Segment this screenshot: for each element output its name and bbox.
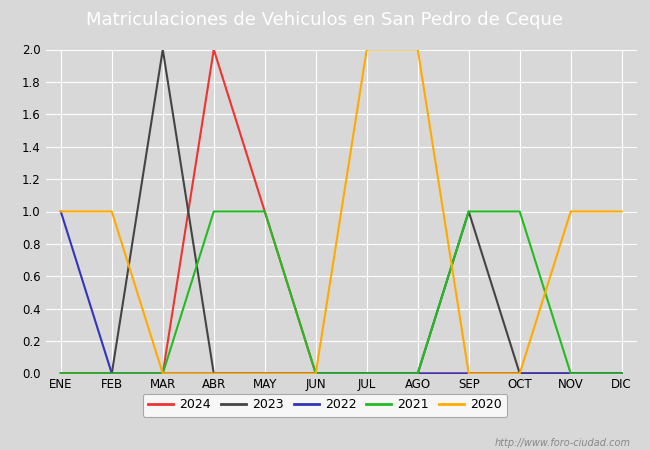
2020 bbox=[414, 47, 422, 52]
Text: http://www.foro-ciudad.com: http://www.foro-ciudad.com bbox=[495, 438, 630, 448]
2023 bbox=[516, 371, 524, 376]
2023 bbox=[108, 371, 116, 376]
2021 bbox=[618, 371, 625, 376]
2023 bbox=[312, 371, 320, 376]
2023 bbox=[567, 371, 575, 376]
2021 bbox=[57, 371, 65, 376]
2024 bbox=[57, 371, 65, 376]
2022 bbox=[159, 371, 166, 376]
2021 bbox=[108, 371, 116, 376]
2021 bbox=[159, 371, 166, 376]
Line: 2021: 2021 bbox=[61, 212, 621, 374]
2020 bbox=[618, 209, 625, 214]
2020 bbox=[57, 209, 65, 214]
2021 bbox=[363, 371, 370, 376]
2022 bbox=[465, 371, 473, 376]
2020 bbox=[516, 371, 524, 376]
2022 bbox=[618, 371, 625, 376]
2021 bbox=[567, 371, 575, 376]
2024 bbox=[618, 371, 625, 376]
2022 bbox=[261, 371, 268, 376]
2023 bbox=[57, 371, 65, 376]
Line: 2022: 2022 bbox=[61, 212, 621, 374]
2024 bbox=[210, 47, 218, 52]
2023 bbox=[210, 371, 218, 376]
2024 bbox=[516, 371, 524, 376]
2020 bbox=[159, 371, 166, 376]
2020 bbox=[465, 371, 473, 376]
2023 bbox=[363, 371, 370, 376]
2023 bbox=[159, 47, 166, 52]
2024 bbox=[567, 371, 575, 376]
2020 bbox=[261, 371, 268, 376]
2024 bbox=[465, 371, 473, 376]
2022 bbox=[414, 371, 422, 376]
2022 bbox=[57, 209, 65, 214]
2021 bbox=[465, 209, 473, 214]
Legend: 2024, 2023, 2022, 2021, 2020: 2024, 2023, 2022, 2021, 2020 bbox=[143, 393, 507, 417]
2023 bbox=[414, 371, 422, 376]
2023 bbox=[465, 209, 473, 214]
2022 bbox=[363, 371, 370, 376]
2021 bbox=[261, 209, 268, 214]
2024 bbox=[108, 371, 116, 376]
Line: 2023: 2023 bbox=[61, 50, 621, 374]
2024 bbox=[414, 371, 422, 376]
2024 bbox=[312, 371, 320, 376]
2020 bbox=[108, 209, 116, 214]
2021 bbox=[312, 371, 320, 376]
Line: 2020: 2020 bbox=[61, 50, 621, 374]
Line: 2024: 2024 bbox=[61, 50, 621, 374]
2022 bbox=[567, 371, 575, 376]
2021 bbox=[516, 209, 524, 214]
2024 bbox=[261, 209, 268, 214]
2023 bbox=[261, 371, 268, 376]
Text: Matriculaciones de Vehiculos en San Pedro de Ceque: Matriculaciones de Vehiculos en San Pedr… bbox=[86, 11, 564, 29]
2022 bbox=[516, 371, 524, 376]
2022 bbox=[210, 371, 218, 376]
2022 bbox=[312, 371, 320, 376]
2022 bbox=[108, 371, 116, 376]
2021 bbox=[414, 371, 422, 376]
2020 bbox=[210, 371, 218, 376]
2020 bbox=[363, 47, 370, 52]
2023 bbox=[618, 371, 625, 376]
2020 bbox=[567, 209, 575, 214]
2024 bbox=[159, 371, 166, 376]
2020 bbox=[312, 371, 320, 376]
2024 bbox=[363, 371, 370, 376]
2021 bbox=[210, 209, 218, 214]
